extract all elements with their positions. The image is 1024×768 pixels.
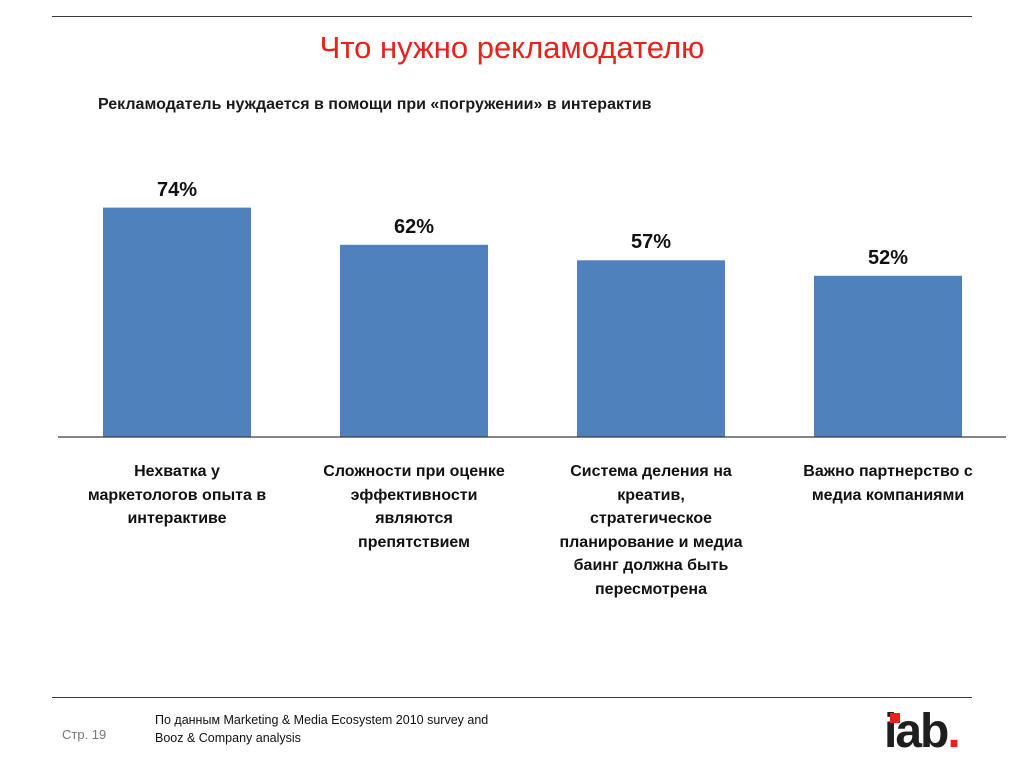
chart-subtitle: Рекламодатель нуждается в помощи при «по… — [98, 96, 652, 113]
top-rule — [52, 16, 972, 17]
bar-1 — [103, 207, 251, 437]
slide-title: Что нужно рекламодателю — [319, 30, 705, 65]
page-number: Стр. 19 — [62, 727, 107, 742]
bar-4 — [814, 275, 962, 437]
logo-i-dot — [890, 713, 900, 723]
bars-group — [103, 207, 962, 437]
category-label-2: Сложности при оценке эффективности являю… — [323, 463, 505, 551]
category-label-4: Важно партнерство с медиа компаниями — [803, 463, 973, 504]
value-label-1: 74% — [156, 178, 198, 201]
logo-dot: . — [947, 705, 960, 758]
bar-2 — [340, 244, 488, 437]
value-label-2: 62% — [393, 215, 435, 238]
iab-logo: iab. — [884, 704, 961, 760]
value-label-3: 57% — [630, 231, 672, 254]
bar-3 — [577, 260, 725, 437]
category-label-3: Система деления на креатив, стратегическ… — [559, 463, 743, 598]
bar-chart — [58, 207, 1006, 438]
bottom-rule — [52, 697, 972, 698]
source-note: По данным Marketing & Media Ecosystem 20… — [155, 713, 489, 745]
category-label-1: Нехватка у маркетологов опыта в интеракт… — [87, 463, 267, 527]
value-label-4: 52% — [867, 246, 909, 269]
